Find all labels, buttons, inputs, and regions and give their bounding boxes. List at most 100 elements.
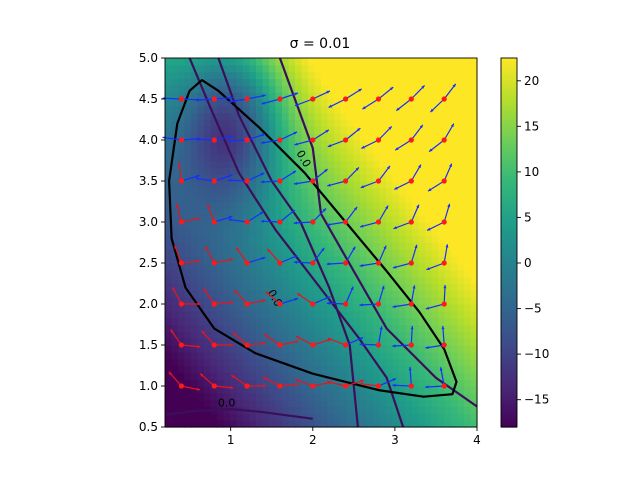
heatmap-cell — [301, 290, 309, 298]
heatmap-cell — [184, 304, 192, 312]
heatmap-cell — [464, 64, 472, 73]
heatmap-cell — [230, 187, 238, 196]
heatmap-cell — [171, 324, 179, 332]
heatmap-cell — [321, 85, 329, 93]
heatmap-cell — [204, 160, 212, 168]
heatmap-cell — [360, 92, 368, 100]
heatmap-cell — [386, 317, 394, 326]
heatmap-cell — [210, 228, 218, 237]
heatmap-cell — [366, 194, 374, 203]
heatmap-cell — [451, 269, 459, 278]
heatmap-cell — [256, 160, 264, 168]
heatmap-cell — [204, 85, 212, 93]
heatmap-cell — [444, 228, 452, 237]
heatmap-cell — [282, 283, 290, 291]
heatmap-cell — [457, 208, 465, 216]
heatmap-cell — [347, 174, 355, 182]
heatmap-cell — [412, 365, 420, 373]
heatmap-cell — [379, 420, 387, 428]
vector-arrow-head — [358, 88, 362, 92]
vector-arrow-head — [360, 224, 364, 228]
x-tick-label: 2 — [309, 433, 317, 447]
colorbar-segment — [501, 113, 517, 118]
colorbar-segment — [501, 168, 517, 173]
heatmap-cell — [451, 167, 459, 175]
heatmap-cell — [353, 78, 361, 86]
heatmap-cell — [295, 420, 303, 428]
colorbar-segment — [501, 304, 517, 308]
heatmap-cell — [308, 324, 316, 332]
heatmap-cell — [444, 317, 452, 326]
heatmap-cell — [470, 338, 478, 346]
heatmap-cell — [386, 174, 394, 182]
heatmap-cell — [282, 99, 290, 107]
heatmap-cell — [392, 222, 400, 230]
heatmap-cell — [282, 222, 290, 230]
heatmap-cell — [438, 174, 446, 182]
heatmap-cell — [470, 181, 478, 189]
heatmap-cell — [295, 379, 303, 387]
heatmap-cell — [425, 160, 433, 168]
heatmap-cell — [262, 181, 270, 189]
heatmap-cell — [171, 263, 179, 271]
heatmap-cell — [275, 345, 283, 353]
heatmap-cell — [295, 283, 303, 291]
heatmap-cell — [308, 310, 316, 319]
heatmap-cell — [321, 201, 329, 209]
heatmap-cell — [282, 420, 290, 428]
vector-arrow-head — [361, 145, 365, 149]
heatmap-cell — [269, 324, 277, 332]
heatmap-cell — [171, 71, 179, 80]
heatmap-cell — [379, 338, 387, 346]
heatmap-cell — [282, 105, 290, 114]
heatmap-cell — [249, 242, 257, 250]
heatmap-cell — [256, 331, 264, 339]
heatmap-cell — [282, 290, 290, 298]
heatmap-cell — [249, 331, 257, 339]
heatmap-cell — [340, 351, 348, 360]
heatmap-cell — [275, 297, 283, 305]
heatmap-cell — [444, 413, 452, 421]
heatmap-cell — [386, 167, 394, 175]
heatmap-cell — [301, 208, 309, 216]
heatmap-cell — [334, 365, 342, 373]
heatmap-cell — [366, 160, 374, 168]
heatmap-cell — [249, 194, 257, 203]
vector-arrow-shaft — [327, 180, 346, 187]
heatmap-cell — [347, 71, 355, 80]
heatmap-cell — [269, 331, 277, 339]
heatmap-cell — [165, 112, 173, 121]
heatmap-cell — [412, 146, 420, 155]
heatmap-cell — [223, 126, 231, 134]
heatmap-cell — [165, 64, 173, 73]
heatmap-cell — [405, 78, 413, 86]
heatmap-cell — [249, 181, 257, 189]
heatmap-cell — [191, 379, 199, 387]
vector-arrow-head — [414, 244, 418, 249]
heatmap-cell — [405, 181, 413, 189]
heatmap-cell — [275, 160, 283, 168]
heatmap-cell — [412, 269, 420, 278]
heatmap-cell — [191, 256, 199, 264]
colorbar-segment — [501, 156, 517, 161]
heatmap-cell — [327, 406, 335, 414]
heatmap-cell — [392, 290, 400, 298]
heatmap-cell — [301, 392, 309, 401]
heatmap-cell — [470, 406, 478, 414]
heatmap-cell — [360, 105, 368, 114]
heatmap-cell — [243, 174, 251, 182]
heatmap-cell — [334, 249, 342, 257]
heatmap-cell — [230, 105, 238, 114]
heatmap-cell — [243, 235, 251, 244]
heatmap-cell — [334, 112, 342, 121]
heatmap-cell — [210, 420, 218, 428]
heatmap-cell — [249, 222, 257, 230]
heatmap-cell — [334, 228, 342, 237]
heatmap-cell — [444, 297, 452, 305]
heatmap-cell — [327, 317, 335, 326]
heatmap-cell — [191, 283, 199, 291]
heatmap-cell — [334, 351, 342, 360]
heatmap-cell — [197, 242, 205, 250]
vector-arrow-head — [263, 384, 267, 388]
heatmap-cell — [210, 187, 218, 196]
